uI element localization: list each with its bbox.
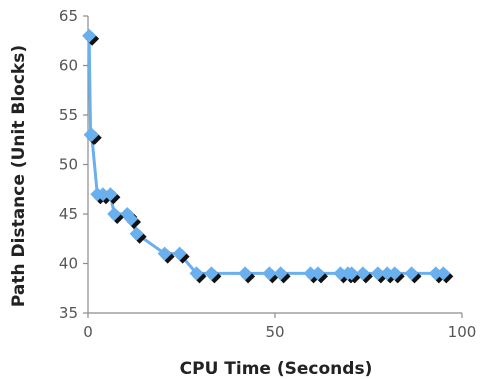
y-tick-label: 65 — [59, 7, 78, 25]
data-point — [157, 246, 172, 261]
data-point — [436, 266, 451, 281]
data-point — [238, 266, 253, 281]
y-tick-label: 45 — [59, 205, 78, 223]
y-tick-label: 60 — [59, 57, 78, 75]
data-point — [370, 266, 385, 281]
data-point — [204, 266, 219, 281]
x-tick-label: 0 — [83, 323, 93, 341]
data-point — [95, 187, 110, 202]
data-point — [262, 266, 277, 281]
data-point — [311, 266, 326, 281]
y-axis-title: Path Distance (Unit Blocks) — [9, 45, 29, 307]
tick-labels: 35 40 45 50 55 60 65 0 50 100 — [59, 7, 476, 341]
data-point — [120, 207, 135, 221]
data-point — [172, 246, 187, 261]
data-point — [103, 187, 118, 202]
data-point — [404, 266, 419, 281]
data-point — [124, 211, 139, 226]
data-point — [380, 266, 395, 281]
data-point — [333, 266, 348, 281]
series-markers — [82, 28, 454, 284]
data-point — [189, 266, 204, 281]
data-point — [355, 266, 370, 281]
data-point — [273, 266, 288, 281]
axes — [83, 15, 463, 318]
y-tick-label: 50 — [59, 156, 78, 174]
data-point — [129, 226, 144, 241]
y-tick-label: 55 — [59, 106, 78, 124]
data-point — [387, 266, 402, 281]
data-point — [344, 266, 359, 281]
data-point — [84, 127, 99, 142]
y-tick-label: 35 — [59, 304, 78, 322]
x-axis-title: CPU Time (Seconds) — [180, 359, 373, 379]
y-tick-label: 40 — [59, 255, 78, 273]
data-point — [303, 266, 318, 281]
data-point — [82, 28, 97, 43]
x-tick-label: 100 — [448, 323, 477, 341]
data-point — [428, 266, 443, 281]
data-point — [107, 207, 122, 221]
x-tick-label: 50 — [265, 323, 284, 341]
